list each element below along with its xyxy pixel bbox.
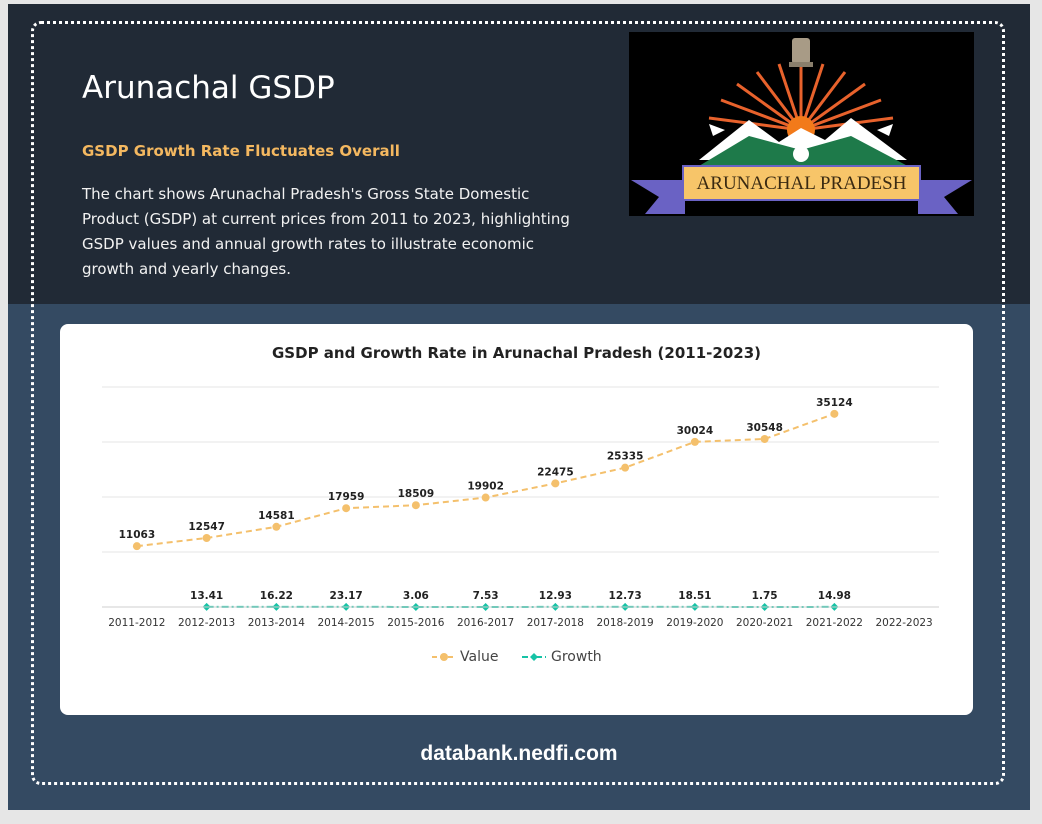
legend-growth-label: Growth: [551, 649, 602, 665]
value-data-label: 25335: [607, 451, 644, 463]
value-point: [272, 522, 281, 531]
growth-data-label: 7.53: [473, 590, 499, 602]
value-data-label: 30024: [677, 425, 714, 437]
growth-data-label: 1.75: [752, 590, 778, 602]
growth-data-label: 14.98: [818, 590, 851, 602]
description-text: The chart shows Arunachal Pradesh's Gros…: [82, 185, 570, 278]
value-point: [551, 479, 560, 488]
value-data-label: 12547: [188, 521, 225, 533]
chart-panel: GSDP and Growth Rate in Arunachal Prades…: [60, 324, 973, 715]
value-point: [621, 463, 630, 472]
infographic-card: Arunachal GSDP GSDP Growth Rate Fluctuat…: [8, 4, 1030, 810]
arunachal-emblem-logo: ARUNACHAL PRADESH: [629, 32, 974, 216]
x-tick-label: 2011-2012: [108, 617, 165, 629]
growth-data-label: 3.06: [403, 590, 429, 602]
x-tick-label: 2021-2022: [806, 617, 863, 629]
value-point: [411, 501, 420, 510]
x-tick-label: 2018-2019: [597, 617, 654, 629]
x-tick-label: 2016-2017: [457, 617, 514, 629]
growth-data-label: 23.17: [330, 590, 363, 602]
growth-data-label: 12.93: [539, 590, 572, 602]
x-tick-label: 2015-2016: [387, 617, 445, 629]
value-data-label: 19902: [467, 481, 504, 493]
x-tick-label: 2013-2014: [248, 617, 306, 629]
value-data-label: 11063: [119, 529, 156, 541]
growth-data-label: 18.51: [678, 590, 711, 602]
legend-value-marker: [440, 653, 448, 661]
value-point: [202, 533, 211, 542]
value-point: [690, 437, 699, 446]
value-point: [830, 409, 839, 418]
x-tick-label: 2014-2015: [318, 617, 375, 629]
x-tick-label: 2019-2020: [666, 617, 723, 629]
value-data-label: 14581: [258, 510, 295, 522]
legend-value-label: Value: [460, 649, 498, 665]
page-title: Arunachal GSDP: [82, 70, 335, 106]
value-point: [132, 542, 141, 551]
chart-title: GSDP and Growth Rate in Arunachal Prades…: [272, 344, 761, 362]
value-data-label: 35124: [816, 397, 853, 409]
x-tick-label: 2020-2021: [736, 617, 793, 629]
growth-data-label: 16.22: [260, 590, 293, 602]
gsdp-chart: 11063 12547 14581 17959 18509 19902 22475 25335…: [102, 386, 939, 665]
x-tick-label: 2012-2013: [178, 617, 235, 629]
value-data-label: 18509: [398, 488, 435, 500]
growth-data-label: 12.73: [609, 590, 642, 602]
value-point: [481, 493, 490, 502]
dotted-frame: [31, 21, 1005, 785]
logo-text: ARUNACHAL PRADESH: [697, 173, 907, 194]
value-data-label: 17959: [328, 491, 365, 503]
value-data-label: 30548: [746, 422, 783, 434]
headline-subtitle: GSDP Growth Rate Fluctuates Overall: [82, 142, 400, 160]
x-tick-label: 2022-2023: [876, 617, 933, 629]
value-data-label: 22475: [537, 466, 574, 478]
x-tick-label: 2017-2018: [527, 617, 584, 629]
value-point: [760, 434, 769, 443]
legend-growth-marker: [530, 653, 538, 661]
footer-source: databank.nedfi.com: [420, 742, 618, 765]
value-point: [342, 504, 351, 513]
growth-data-label: 13.41: [190, 590, 223, 602]
